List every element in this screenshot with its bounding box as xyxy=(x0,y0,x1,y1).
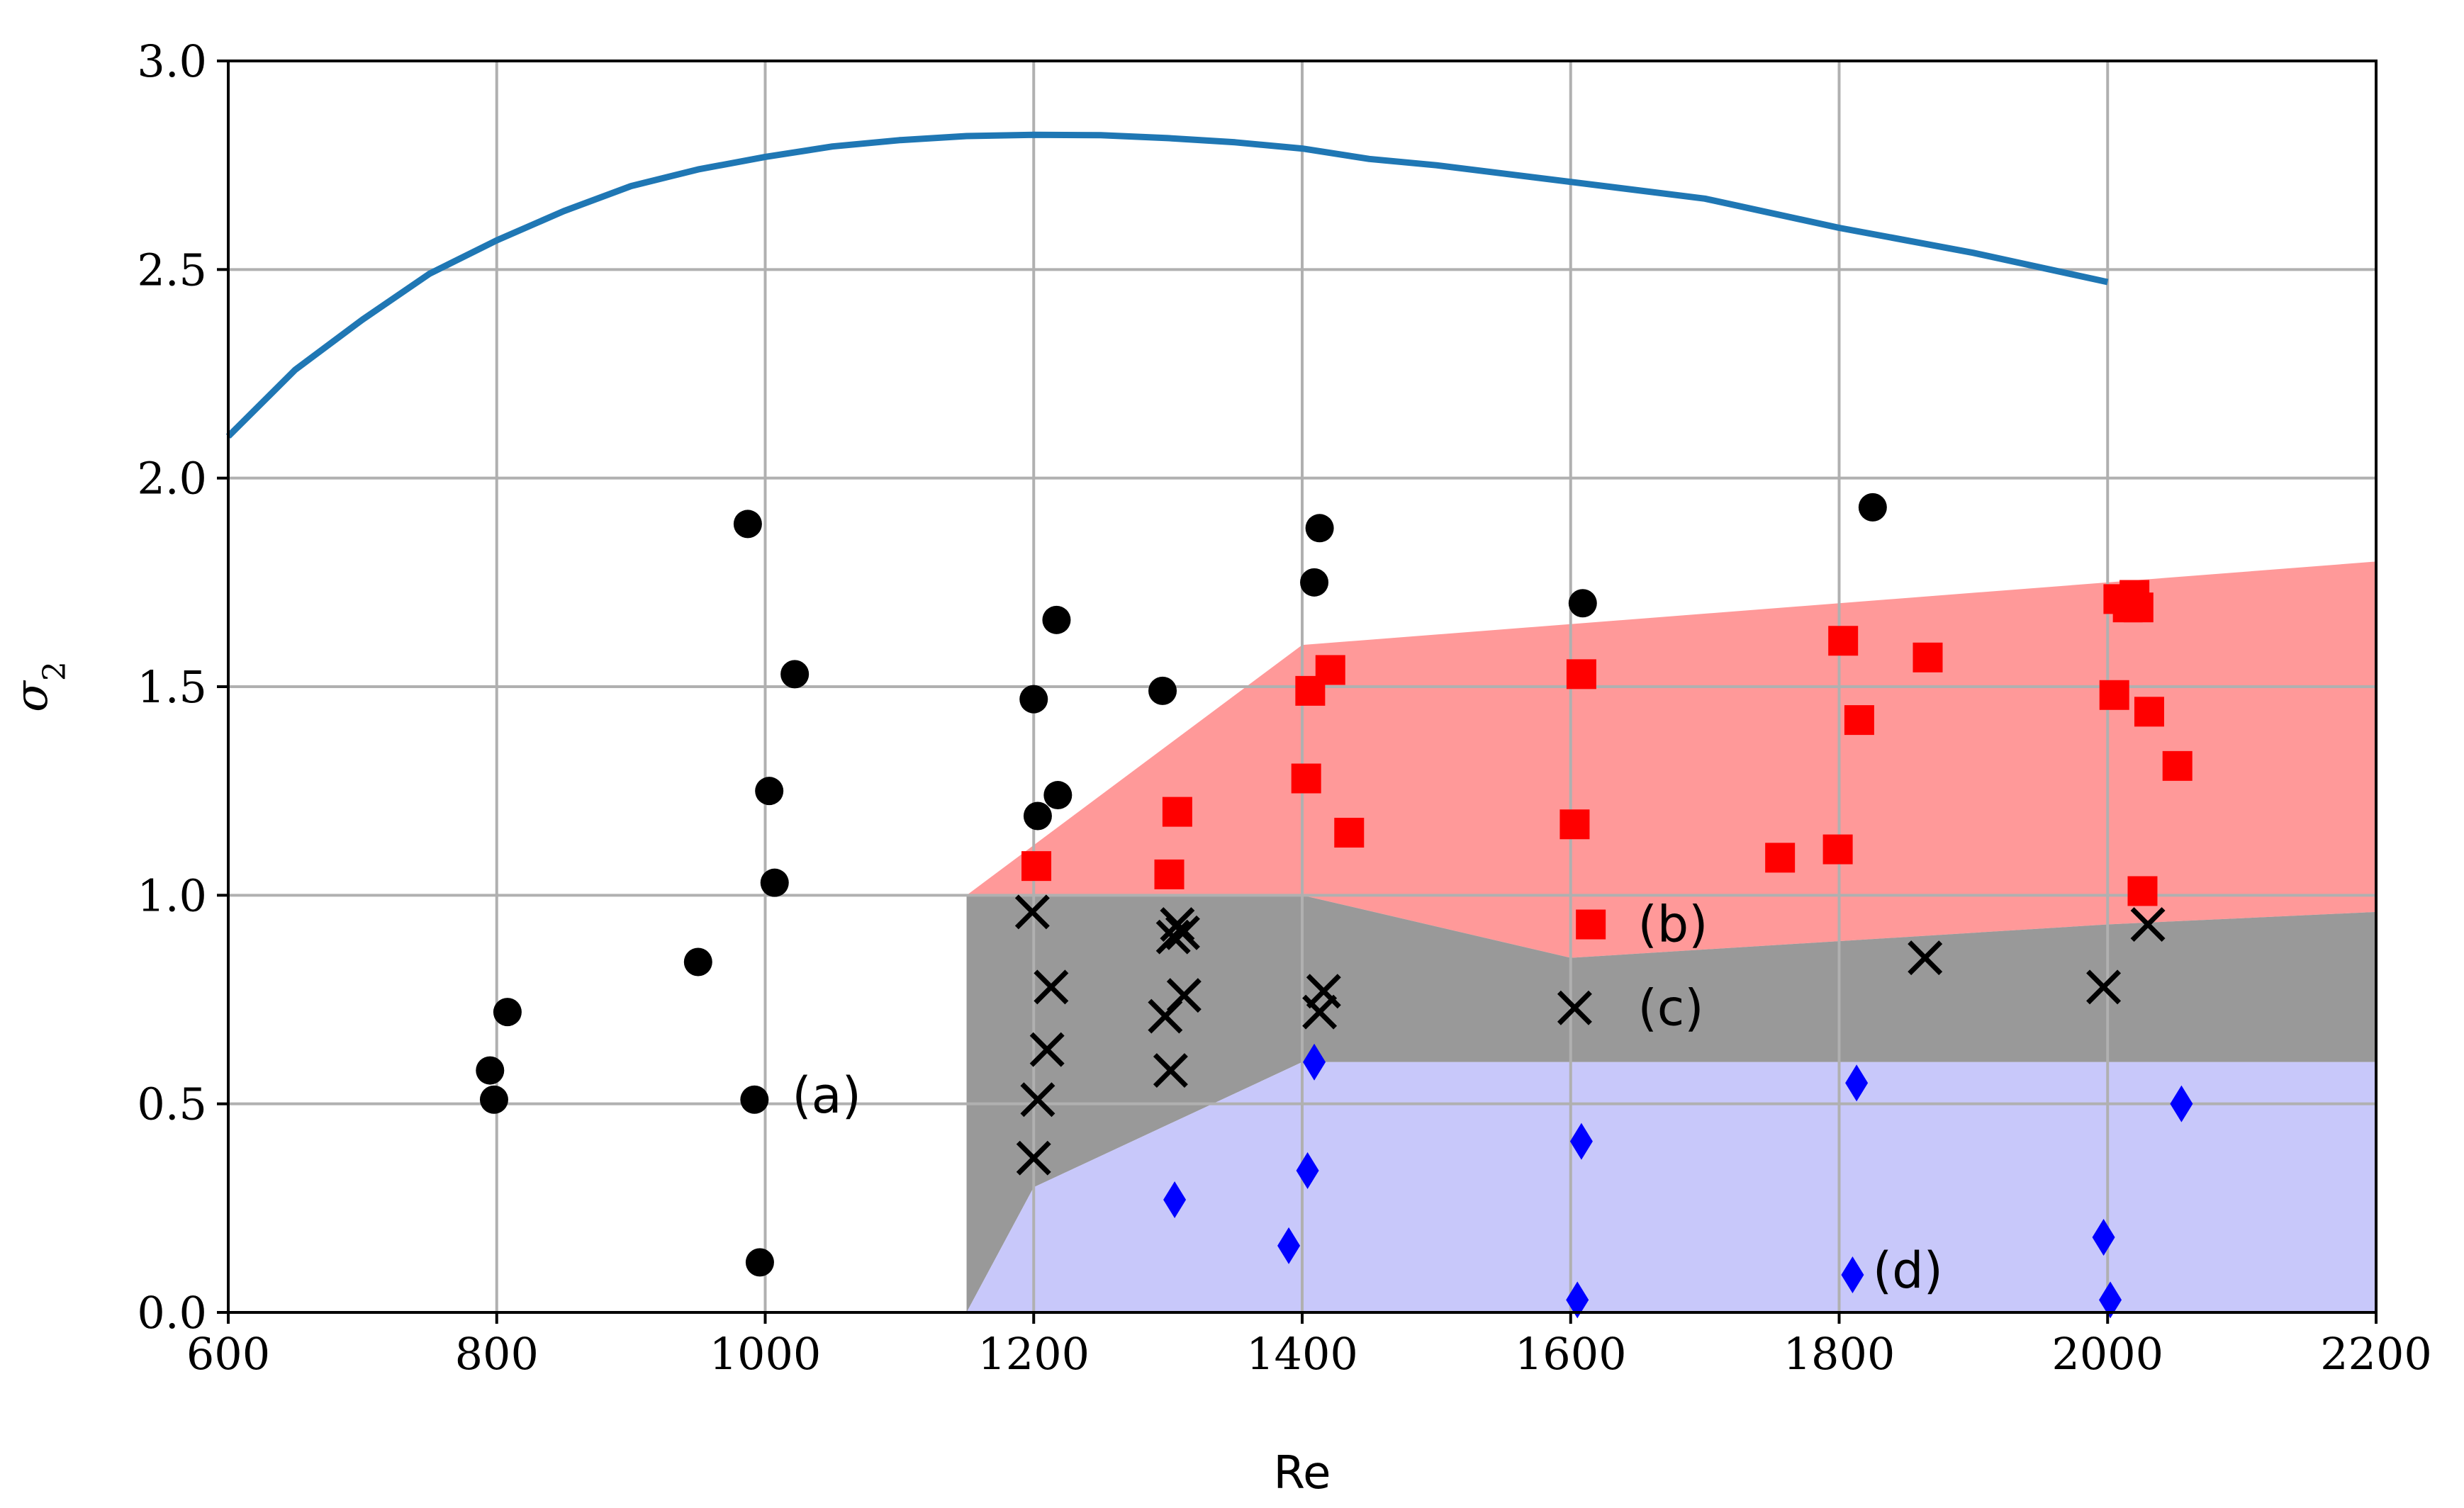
point-square xyxy=(1162,797,1192,827)
y-axis-subscript: 2 xyxy=(37,661,73,681)
point-circle xyxy=(1023,801,1052,831)
point-square xyxy=(1291,763,1321,794)
point-cross xyxy=(1557,990,1592,1025)
point-diamond xyxy=(1845,1064,1869,1102)
x-tick-label: 2000 xyxy=(2051,1328,2163,1380)
point-cross xyxy=(1908,940,1943,976)
point-circle xyxy=(1148,676,1177,705)
point-circle xyxy=(476,1056,505,1085)
point-circle xyxy=(479,1085,508,1114)
annotation-label: (a) xyxy=(792,1067,861,1125)
point-circle xyxy=(745,1248,774,1277)
point-square xyxy=(1566,659,1596,690)
point-diamond xyxy=(1163,1181,1187,1219)
point-square xyxy=(1822,834,1853,865)
point-cross xyxy=(1020,1082,1055,1118)
markers-layer xyxy=(476,493,2193,1319)
point-diamond xyxy=(1566,1281,1589,1319)
point-diamond xyxy=(1841,1256,1864,1294)
point-cross xyxy=(1153,1053,1188,1088)
point-square xyxy=(2123,592,2154,623)
point-circle xyxy=(1305,514,1334,543)
y-tick-label: 2.5 xyxy=(137,244,207,296)
y-axis-label: σ2 xyxy=(6,661,73,712)
point-circle xyxy=(755,777,784,806)
point-square xyxy=(1559,809,1590,840)
x-tick-label: 1400 xyxy=(1246,1328,1358,1380)
point-square xyxy=(1576,909,1606,940)
point-diamond xyxy=(2099,1281,2122,1319)
x-tick-label: 1800 xyxy=(1783,1328,1895,1380)
x-tick-label: 800 xyxy=(455,1328,539,1380)
y-tick-label: 2.0 xyxy=(137,453,207,505)
annotation-label: (d) xyxy=(1873,1242,1943,1300)
point-diamond xyxy=(1569,1122,1593,1160)
x-tick-label: 2200 xyxy=(2320,1328,2432,1380)
point-square xyxy=(2099,680,2129,710)
region-d xyxy=(966,1062,2376,1312)
annotations-layer: (a) (b) (c) (d) xyxy=(792,896,1943,1300)
point-cross xyxy=(1306,974,1341,1009)
point-cross xyxy=(1165,915,1200,950)
point-square xyxy=(1154,859,1185,889)
annotation-label: (b) xyxy=(1637,896,1708,954)
point-circle xyxy=(1019,685,1048,714)
point-circle xyxy=(740,1085,769,1114)
x-tick-label: 1000 xyxy=(710,1328,822,1380)
point-diamond xyxy=(1296,1152,1319,1189)
point-cross xyxy=(1155,919,1191,955)
point-square xyxy=(2127,876,2158,906)
curve-layer xyxy=(225,131,2109,439)
x-tick-label: 1600 xyxy=(1515,1328,1627,1380)
point-square xyxy=(1913,642,1943,673)
point-circle xyxy=(780,660,810,689)
point-cross xyxy=(1034,969,1069,1005)
point-square xyxy=(1021,851,1052,882)
ticks-layer: 600 800 1000 1200 1400 1600 1800 2000 2200 0.0 0.5… xyxy=(137,35,2432,1380)
point-square xyxy=(1765,843,1796,873)
x-tick-label: 600 xyxy=(186,1328,270,1380)
point-cross xyxy=(1302,994,1338,1030)
point-square xyxy=(2134,697,2164,727)
point-circle xyxy=(760,868,789,897)
point-cross xyxy=(1016,1140,1051,1176)
point-circle xyxy=(683,947,712,977)
point-square xyxy=(2162,750,2193,781)
point-cross xyxy=(1029,1032,1065,1067)
point-circle xyxy=(1042,605,1071,634)
point-diamond xyxy=(1303,1043,1326,1081)
point-square xyxy=(1828,626,1859,656)
point-diamond xyxy=(2092,1219,2115,1256)
point-circle xyxy=(1300,568,1329,597)
y-tick-label: 0.5 xyxy=(137,1079,207,1130)
point-cross xyxy=(1166,978,1202,1013)
y-tick-label: 3.0 xyxy=(137,35,207,87)
point-circle xyxy=(1043,781,1073,810)
point-circle xyxy=(1858,493,1887,522)
point-cross xyxy=(2130,907,2166,942)
point-square xyxy=(1334,818,1365,848)
point-cross xyxy=(1014,894,1050,930)
annotation-label: (c) xyxy=(1637,979,1703,1037)
series-line-curve xyxy=(225,131,2109,439)
point-circle xyxy=(733,510,762,539)
y-axis-symbol: σ xyxy=(6,680,58,712)
point-circle xyxy=(1568,589,1597,618)
point-square xyxy=(1844,705,1874,736)
region-c xyxy=(966,895,2376,1312)
point-square xyxy=(1315,655,1345,685)
point-diamond xyxy=(1277,1227,1301,1264)
y-tick-label: 1.5 xyxy=(137,661,207,713)
point-diamond xyxy=(2170,1085,2193,1122)
point-cross xyxy=(2086,969,2122,1005)
point-circle xyxy=(493,998,522,1027)
x-axis-label: Re xyxy=(1274,1447,1331,1499)
x-tick-label: 1200 xyxy=(978,1328,1090,1380)
y-tick-label: 0.0 xyxy=(137,1287,207,1339)
y-tick-label: 1.0 xyxy=(137,870,207,921)
